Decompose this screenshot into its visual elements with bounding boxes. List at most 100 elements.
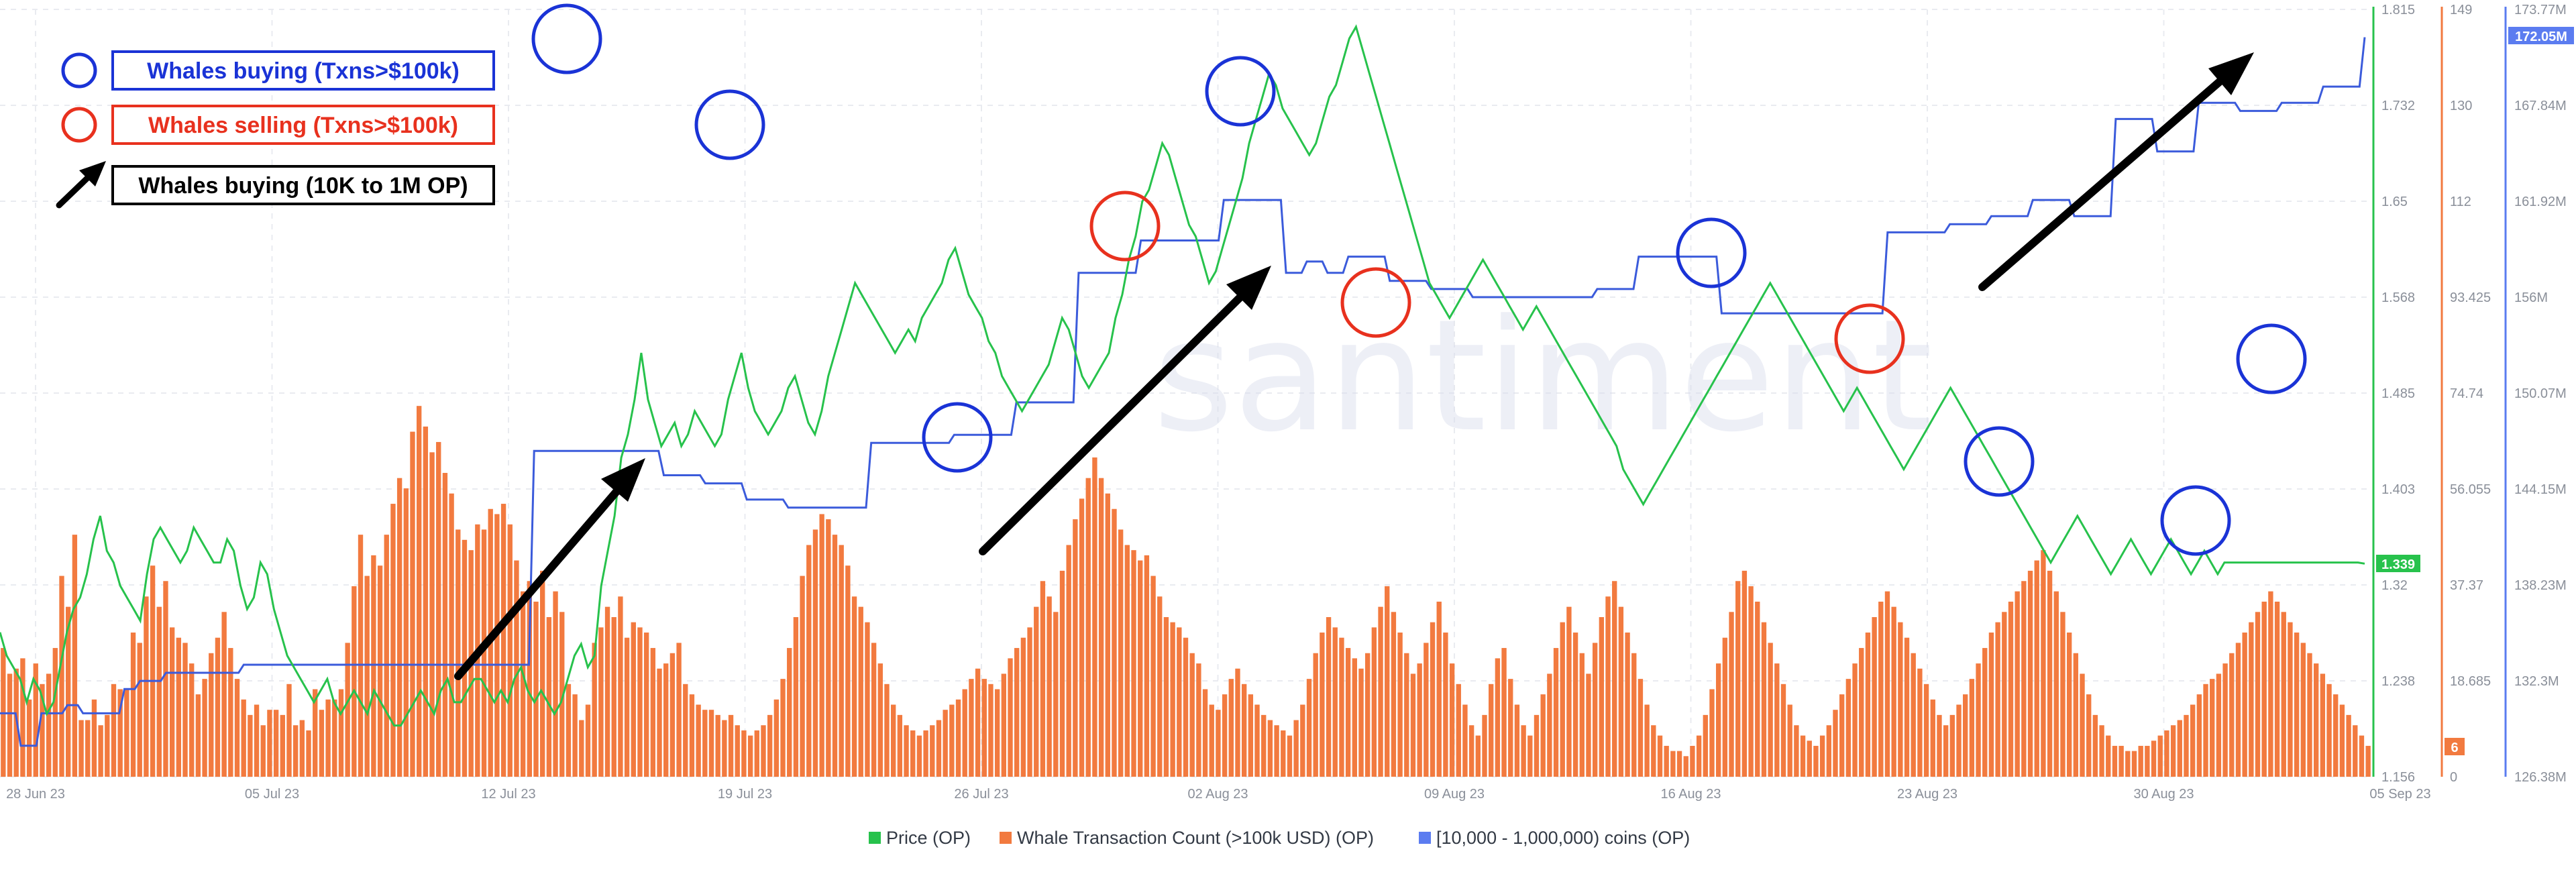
count-bar	[708, 710, 714, 777]
count-bar	[1267, 720, 1273, 777]
y-coins-tick-label: 167.84M	[2514, 99, 2567, 113]
count-bar	[2008, 601, 2014, 777]
count-bar	[1715, 663, 1721, 777]
count-bar	[624, 637, 630, 777]
count-bar	[429, 452, 435, 777]
count-bar	[1449, 663, 1455, 777]
count-bar	[2073, 653, 2079, 777]
count-bar	[637, 627, 643, 777]
count-bar	[2170, 725, 2176, 777]
y-count-tick-label: 93.425	[2450, 290, 2491, 305]
legend-arrow-label: Whales buying (10K to 1M OP)	[138, 173, 468, 199]
count-bar	[1144, 555, 1150, 777]
count-bar	[722, 720, 727, 777]
count-bar	[1027, 627, 1032, 777]
y-price-tick-label: 1.156	[2381, 770, 2415, 785]
count-bar	[1755, 601, 1760, 777]
series-legend: Price (OP) Whale Transaction Count (>100…	[869, 828, 1690, 848]
count-bar	[2196, 694, 2202, 777]
legend-buy-box	[111, 50, 495, 91]
count-bar	[1807, 741, 1812, 777]
count-bar	[696, 704, 701, 777]
count-bar	[520, 591, 526, 777]
count-bar	[1780, 684, 1786, 777]
count-bar	[540, 570, 545, 777]
count-bar	[1553, 648, 1559, 777]
count-bar	[1320, 633, 1325, 777]
count-bar	[1287, 735, 1293, 777]
count-bar	[1618, 606, 1624, 777]
count-bar	[1248, 694, 1254, 777]
count-bar	[943, 710, 948, 777]
count-bar	[299, 720, 305, 777]
count-bar	[2021, 581, 2027, 777]
count-bar	[1281, 730, 1286, 777]
sell-circle-1	[1089, 190, 1161, 262]
legend-sell-marker	[61, 107, 97, 143]
count-bar	[643, 633, 649, 777]
whale-count-bars	[1, 406, 2371, 777]
count-bar	[2099, 725, 2104, 777]
legend-arrow-marker	[56, 170, 96, 209]
count-bar	[130, 633, 136, 777]
arrow-2	[979, 286, 1252, 555]
count-bar	[494, 514, 500, 777]
count-bar	[1274, 725, 1279, 777]
count-bar	[1008, 658, 1013, 777]
count-bar	[66, 606, 71, 777]
legend-coins-label: [10,000 - 1,000,000) coins (OP)	[1436, 828, 1690, 848]
count-bar	[1112, 508, 1117, 777]
count-bar	[364, 576, 370, 777]
count-bar	[1949, 714, 1955, 777]
annotation-circles	[531, 3, 2307, 556]
count-bar	[1560, 622, 1565, 777]
count-bar	[1722, 637, 1728, 777]
count-bar	[2066, 633, 2072, 777]
count-bar	[845, 565, 851, 777]
count-bar	[832, 535, 838, 777]
count-bar	[1456, 684, 1461, 777]
y-count-tick-label: 74.74	[2450, 386, 2483, 401]
count-bar	[1489, 684, 1494, 777]
count-bar	[1261, 714, 1267, 777]
count-bar	[1657, 735, 1663, 777]
x-tick-label: 02 Aug 23	[1187, 787, 1248, 802]
count-bar	[195, 694, 201, 777]
count-bar	[2047, 570, 2053, 777]
count-bar	[1794, 725, 1799, 777]
count-bar	[527, 581, 532, 777]
count-bar	[2346, 714, 2351, 777]
count-bar	[1592, 643, 1598, 777]
buy-circle-7	[2160, 485, 2231, 556]
count-bar	[1748, 586, 1754, 777]
count-bar	[1001, 673, 1006, 777]
count-bar	[955, 699, 961, 777]
count-bar	[1177, 627, 1182, 777]
count-bar	[410, 431, 415, 777]
count-bar	[1397, 633, 1403, 777]
count-bar	[683, 684, 688, 777]
legend-coins-swatch	[1419, 832, 1431, 844]
count-bar	[46, 673, 52, 777]
count-bar	[1501, 648, 1507, 777]
count-bar	[1124, 545, 1130, 777]
buy-circle-6	[1964, 426, 2035, 497]
count-bar	[787, 648, 792, 777]
count-bar	[1865, 633, 1871, 777]
count-bar	[455, 529, 461, 777]
count-bar	[2080, 673, 2085, 777]
count-bar	[767, 714, 773, 777]
count-bar	[773, 699, 780, 777]
count-bar	[124, 689, 129, 777]
count-bar	[1761, 622, 1767, 777]
count-bar	[1566, 606, 1572, 777]
annotation-legend: Whales buying (Txns>$100k) Whales sellin…	[56, 50, 495, 209]
count-bar	[358, 535, 364, 777]
count-bar	[969, 679, 974, 777]
count-bar	[1216, 710, 1221, 777]
count-bar	[2300, 643, 2306, 777]
coins-badge-bg	[2508, 27, 2574, 44]
buy-circle-3	[922, 402, 993, 473]
count-bar	[728, 714, 734, 777]
